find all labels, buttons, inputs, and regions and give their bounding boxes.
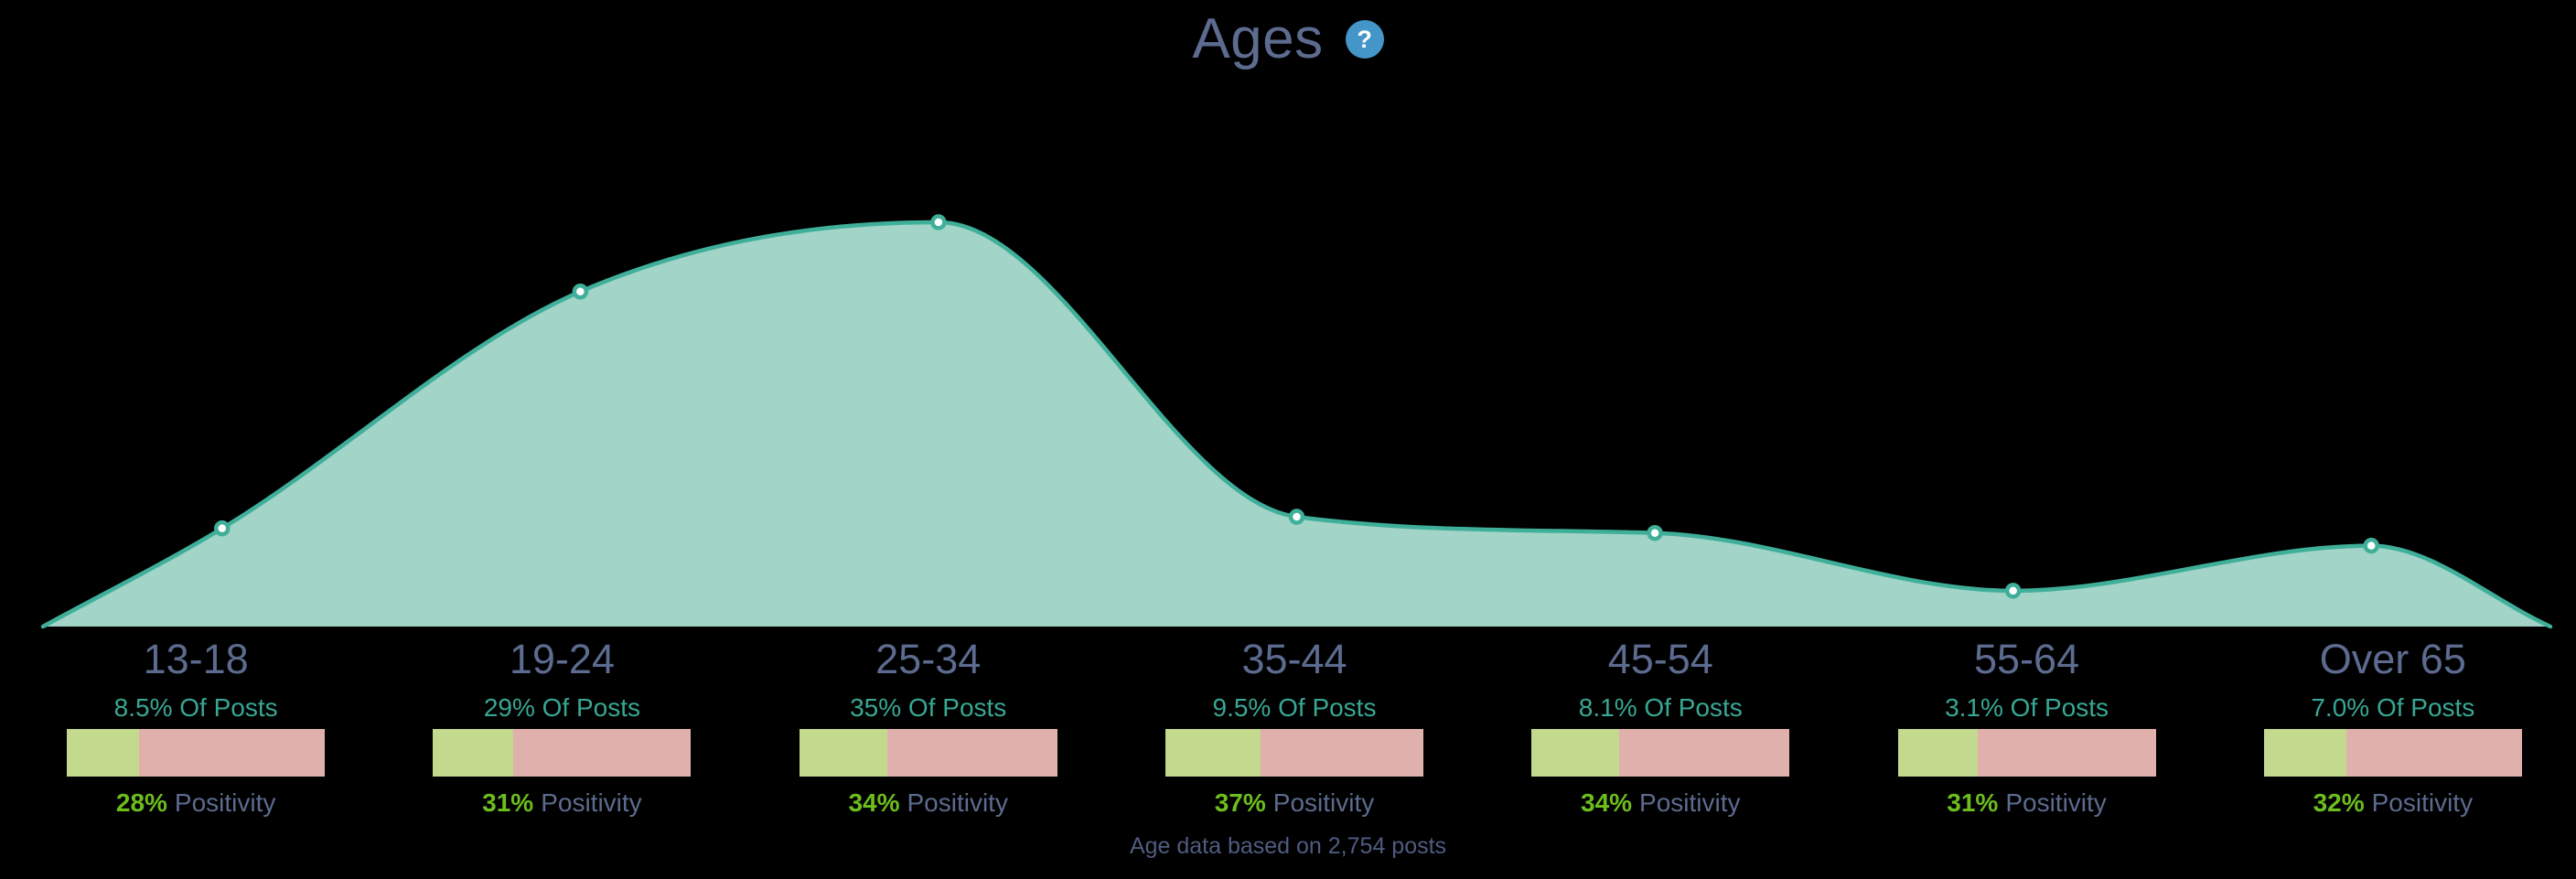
positivity-word: Positivity (2005, 788, 2107, 817)
age-group-column: 45-54 8.1% Of Posts 34% Positivity (1477, 627, 1843, 817)
posts-share-text: 8.1% Of Posts (1578, 693, 1743, 722)
age-group-label: 55-64 (1974, 636, 2080, 682)
positivity-percent: 34% (1581, 788, 1633, 817)
data-point[interactable] (1288, 509, 1305, 525)
positivity-bar (1897, 729, 2156, 777)
positivity-bar-positive-segment (1897, 729, 1978, 777)
age-group-label: 13-18 (143, 636, 249, 682)
posts-share-text: 29% Of Posts (483, 693, 641, 722)
positivity-bar-positive-segment (799, 729, 887, 777)
positivity-word: Positivity (907, 788, 1008, 817)
age-group-label: 19-24 (509, 636, 615, 682)
positivity-word: Positivity (1639, 788, 1741, 817)
age-group-column: 19-24 29% Of Posts 31% Positivity (379, 627, 745, 817)
age-group-label: Over 65 (2319, 636, 2466, 682)
data-point[interactable] (2363, 537, 2379, 554)
positivity-word: Positivity (2371, 788, 2474, 817)
positivity-word: Positivity (541, 788, 642, 817)
positivity-bar-positive-segment (67, 729, 140, 777)
age-group-column: 55-64 3.1% Of Posts 31% Positivity (1843, 627, 2209, 817)
positivity-text: 34% Positivity (1477, 789, 1843, 817)
positivity-text: 37% Positivity (1111, 789, 1477, 817)
positivity-bar-positive-segment (1165, 729, 1261, 777)
positivity-percent: 31% (1947, 788, 1999, 817)
area-fill (43, 222, 2550, 627)
positivity-bar-positive-segment (433, 729, 513, 777)
data-point[interactable] (2004, 583, 2022, 599)
posts-share-text: 8.5% Of Posts (113, 693, 278, 722)
positivity-bar (1165, 729, 1423, 777)
posts-share-text: 35% Of Posts (850, 693, 1007, 722)
positivity-bar (799, 729, 1057, 777)
sample-size-note: Age data based on 2,754 posts (1129, 833, 1447, 859)
positivity-word: Positivity (174, 788, 276, 817)
chart-header: Ages ? (0, 5, 2576, 73)
positivity-text: 32% Positivity (2210, 789, 2576, 817)
positivity-text: 31% Positivity (1843, 789, 2209, 817)
age-group-column: Over 65 7.0% Of Posts 32% Positivity (2210, 627, 2576, 817)
data-point[interactable] (1647, 524, 1663, 541)
age-group-label: 45-54 (1607, 636, 1713, 682)
positivity-bar (433, 729, 692, 777)
question-mark-glyph: ? (1357, 25, 1372, 53)
positivity-bar (2263, 729, 2522, 777)
positivity-text: 31% Positivity (379, 789, 745, 817)
positivity-percent: 31% (482, 788, 534, 817)
positivity-bar (1531, 729, 1790, 777)
positivity-percent: 28% (115, 788, 167, 817)
age-groups-row: 13-18 8.5% Of Posts 28% Positivity 19-24 … (13, 627, 2576, 817)
age-group-column: 13-18 8.5% Of Posts 28% Positivity (13, 627, 379, 817)
age-group-label: 35-44 (1241, 636, 1347, 682)
data-point[interactable] (930, 214, 947, 230)
positivity-text: 28% Positivity (13, 789, 379, 817)
posts-share-text: 3.1% Of Posts (1945, 693, 2109, 722)
help-icon[interactable]: ? (1345, 20, 1384, 59)
positivity-bar-positive-segment (1531, 729, 1620, 777)
positivity-bar (67, 729, 326, 777)
data-point[interactable] (214, 520, 231, 537)
data-point[interactable] (572, 284, 589, 300)
positivity-percent: 32% (2313, 788, 2365, 817)
age-group-label: 25-34 (875, 636, 982, 682)
age-group-column: 35-44 9.5% Of Posts 37% Positivity (1111, 627, 1477, 817)
positivity-percent: 34% (848, 788, 900, 817)
positivity-word: Positivity (1272, 788, 1375, 817)
posts-share-text: 7.0% Of Posts (2311, 693, 2475, 722)
positivity-bar-positive-segment (2263, 729, 2347, 777)
posts-share-text: 9.5% Of Posts (1212, 693, 1377, 722)
positivity-percent: 37% (1214, 788, 1266, 817)
area-line (40, 220, 2553, 629)
positivity-text: 34% Positivity (746, 789, 1111, 817)
chart-title: Ages (1192, 7, 1324, 70)
age-group-column: 25-34 35% Of Posts 34% Positivity (746, 627, 1111, 817)
